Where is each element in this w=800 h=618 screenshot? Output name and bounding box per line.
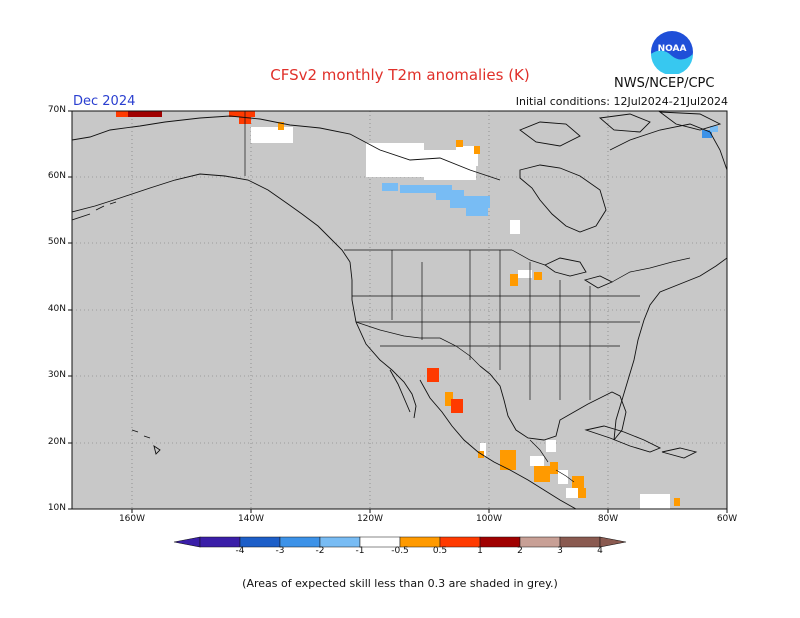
- noaa-logo: NOAA: [650, 30, 694, 75]
- colorbar-tick-label: 2: [517, 546, 523, 556]
- colorbar-tick-label: -3: [275, 546, 285, 556]
- lon-label: 140W: [237, 514, 265, 524]
- colorbar-tick-label: 0.5: [432, 546, 448, 556]
- lon-label: 160W: [118, 514, 146, 524]
- colorbar-tick-label: -2: [315, 546, 325, 556]
- agency-label: NWS/NCEP/CPC: [614, 76, 715, 91]
- colorbar-tick-label: 1: [477, 546, 483, 556]
- lon-label: 100W: [475, 514, 503, 524]
- colorbar-tick-label: -0.5: [391, 546, 409, 556]
- coastlines: [72, 111, 727, 509]
- colorbar-low-arrow: [173, 536, 201, 548]
- lon-label: 80W: [597, 514, 619, 524]
- initial-conditions: Initial conditions: 12Jul2024-21Jul2024: [515, 95, 728, 108]
- colorbar-tick-label: -4: [235, 546, 245, 556]
- lon-label: 60W: [716, 514, 738, 524]
- lat-label: 10N: [47, 503, 66, 513]
- chart-title: CFSv2 monthly T2m anomalies (K): [270, 66, 530, 84]
- political-borders: [244, 111, 691, 483]
- forecast-month: Dec 2024: [73, 94, 136, 109]
- lat-label: 50N: [47, 237, 66, 247]
- colorbar-tick-label: -1: [355, 546, 365, 556]
- colorbar-tick-label: 4: [597, 546, 603, 556]
- lat-label: 60N: [47, 171, 66, 181]
- lat-label: 40N: [47, 304, 66, 314]
- logo-lettering: NOAA: [658, 44, 687, 54]
- tick-marks: [68, 110, 728, 513]
- colorbar-high-arrow: [599, 536, 627, 548]
- colorbar-tick-label: 3: [557, 546, 563, 556]
- lat-label: 30N: [47, 370, 66, 380]
- lat-label: 70N: [47, 105, 66, 115]
- anomaly-cells: [116, 111, 718, 509]
- colorbar-swatches: [173, 536, 627, 548]
- lon-label: 120W: [356, 514, 384, 524]
- skill-footnote: (Areas of expected skill less than 0.3 a…: [242, 577, 558, 590]
- lat-label: 20N: [47, 437, 66, 447]
- map-content: [72, 111, 727, 509]
- map-background: [72, 111, 727, 509]
